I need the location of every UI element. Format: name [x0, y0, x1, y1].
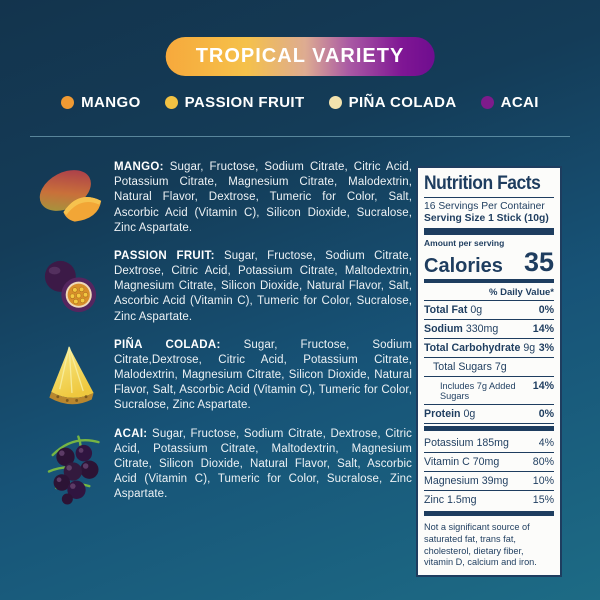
ingredient-text: ACAI: Sugar, Fructose, Sodium Citrate, D… [114, 427, 413, 501]
nutrition-footnote: Not a significant source of saturated fa… [424, 522, 537, 568]
ingredient-section-mango: MANGO: Sugar, Fructose, Sodium Citrate, … [28, 160, 412, 236]
legend-item-passion-fruit: PASSION FRUIT [164, 94, 305, 111]
ingredient-section-passion-fruit: PASSION FRUIT: Sugar, Fructose, Sodium C… [28, 249, 412, 325]
acai-image [28, 427, 114, 505]
rule [424, 197, 554, 198]
calories-label: Calories [424, 255, 503, 277]
mango-image [28, 160, 114, 236]
legend-item-acai: ACAI [480, 94, 539, 111]
nutrition-row-magnesium: Magnesium 39mg 10% [424, 472, 554, 491]
thick-bar [424, 511, 554, 516]
ingredient-heading: PIÑA COLADA: [114, 338, 221, 351]
calories-value: 35 [523, 247, 554, 277]
legend-item-mango: MANGO [61, 94, 141, 111]
flavor-legend: MANGO PASSION FRUIT PIÑA COLADA ACAI [0, 94, 600, 111]
ingredient-heading: PASSION FRUIT: [114, 249, 215, 262]
mango-dot-icon [61, 96, 75, 109]
servings-per-container: 16 Servings Per Container [424, 201, 545, 212]
ingredient-section-pina-colada: PIÑA COLADA: Sugar, Fructose, Sodium Cit… [28, 338, 412, 414]
acai-dot-icon [480, 96, 494, 109]
ingredient-heading: ACAI: [114, 427, 148, 440]
nutrition-facts-panel: Nutrition Facts 16 Servings Per Containe… [416, 166, 562, 578]
serving-size: Serving Size 1 Stick (10g) [424, 213, 549, 224]
ingredient-text: PASSION FRUIT: Sugar, Fructose, Sodium C… [114, 249, 412, 323]
pina-colada-dot-icon [328, 96, 342, 109]
ingredient-heading: MANGO: [114, 161, 164, 173]
nutrition-row-total-sugars: Total Sugars 7g [424, 358, 554, 377]
legend-label: PASSION FRUIT [184, 94, 305, 111]
nutrition-row-added-sugars: Includes 7g Added Sugars 14% [424, 377, 554, 405]
nutrition-facts-title: Nutrition Facts [424, 173, 541, 194]
ingredient-text: MANGO: Sugar, Fructose, Sodium Citrate, … [114, 161, 413, 234]
medium-bar [424, 279, 554, 283]
nutrition-row-zinc: Zinc 1.5mg 15% [424, 494, 554, 506]
banner-tropical-variety: TROPICAL VARIETY [165, 37, 435, 76]
nutrition-row-protein: Protein 0g 0% [424, 405, 554, 424]
calories-row: Calories 35 [424, 247, 554, 277]
legend-label: PIÑA COLADA [348, 94, 457, 111]
nutrition-row-total-fat: Total Fat 0g 0% [424, 301, 554, 320]
ingredients-list: MANGO: Sugar, Fructose, Sodium Citrate, … [28, 160, 412, 505]
legend-label: ACAI [500, 94, 539, 111]
nutrition-row-potassium: Potassium 185mg 4% [424, 434, 554, 453]
thick-bar [424, 228, 554, 235]
ingredient-section-acai: ACAI: Sugar, Fructose, Sodium Citrate, D… [28, 427, 412, 505]
nutrition-row-vitamin-c: Vitamin C 70mg 80% [424, 453, 554, 472]
ingredient-text: PIÑA COLADA: Sugar, Fructose, Sodium Cit… [114, 338, 412, 412]
legend-divider [30, 136, 570, 137]
thick-bar [424, 426, 554, 431]
amount-per-serving: Amount per serving [424, 238, 505, 248]
passion-fruit-dot-icon [164, 96, 178, 109]
legend-label: MANGO [81, 94, 141, 111]
daily-value-header: % Daily Value* [424, 285, 554, 301]
pineapple-image [28, 338, 114, 414]
legend-item-pina-colada: PIÑA COLADA [328, 94, 457, 111]
nutrition-row-sodium: Sodium 330mg 14% [424, 320, 554, 339]
passion-fruit-image [28, 249, 114, 325]
nutrition-row-total-carbohydrate: Total Carbohydrate 9g 3% [424, 339, 554, 358]
